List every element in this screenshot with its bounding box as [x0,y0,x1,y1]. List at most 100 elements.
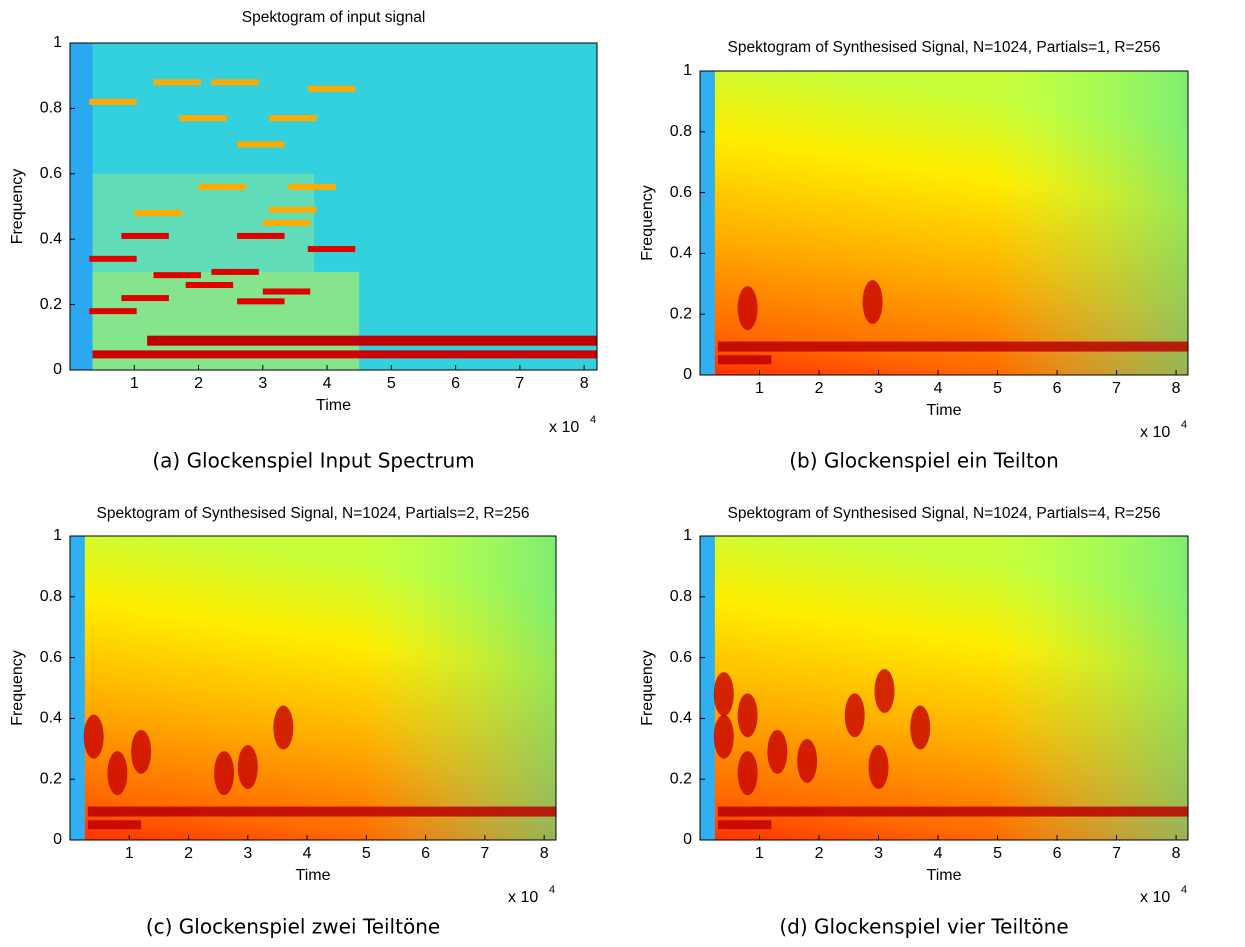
spectrogram-partial [211,79,259,86]
x-scale-exponent: 4 [590,414,596,426]
spectrogram-low [717,806,1188,817]
x-tick-label: 1 [755,845,764,862]
spectrogram-partial [288,183,336,190]
x-tick-label: 7 [480,845,489,862]
spectrogram-partial [269,115,317,122]
y-tick-label: 0.6 [40,649,62,666]
x-tick-label: 3 [258,375,267,392]
caption: (d) Glockenspiel vier Teiltöne [779,915,1068,939]
spectrogram-peak [737,286,758,331]
caption: (b) Glockenspiel ein Teilton [789,449,1059,473]
x-tick-label: 8 [1172,380,1181,397]
spectrogram-shade [700,536,1188,840]
spectrogram-partial [179,115,227,122]
x-tick-label: 1 [125,845,134,862]
x-tick-label: 3 [243,845,252,862]
chart-title: Spektogram of Synthesised Signal, N=1024… [97,505,530,522]
spectrogram-low [717,355,772,365]
spectrogram-partial [262,219,311,226]
spectrogram-peak [107,751,128,796]
x-tick-label: 6 [1053,845,1062,862]
spectrogram-partial [198,183,246,190]
y-tick-label: 1 [53,34,62,51]
spectrogram-partial [307,246,356,253]
x-tick-label: 2 [815,380,824,397]
y-tick-label: 0.6 [40,165,62,182]
y-tick-label: 0.4 [670,245,692,262]
chart-title: Spektogram of Synthesised Signal, N=1024… [728,39,1161,56]
spectrogram-partial [121,295,169,302]
y-tick-label: 0.2 [40,296,62,313]
spectrogram-peak [737,693,758,738]
spectrogram-partial [269,206,317,213]
y-tick-label: 0.4 [40,710,62,727]
x-scale-label: x 10 [1140,424,1170,441]
x-tick-label: 8 [540,845,549,862]
y-tick-label: 0.6 [670,649,692,666]
x-tick-label: 6 [451,375,460,392]
x-axis-label: Time [927,867,962,884]
y-tick-label: 1 [683,62,692,79]
spectrogram-strip [70,43,93,370]
spectrogram-low [717,820,772,830]
y-tick-label: 1 [53,527,62,544]
spectrogram-partial [89,98,137,105]
spectrogram-low [87,806,556,817]
x-tick-label: 4 [934,845,943,862]
spectrogram-peak [868,745,889,790]
x-tick-label: 3 [874,380,883,397]
spectrogram-partial [89,308,137,315]
spectrogram-partial [237,141,285,148]
x-tick-label: 7 [1112,845,1121,862]
spectrogram-peak [214,751,235,796]
spectrogram-partial [153,272,201,279]
spectrogram-peak [797,738,818,783]
x-tick-label: 5 [993,380,1002,397]
y-axis-label: Frequency [9,650,26,726]
spectrogram-partial [185,281,234,288]
y-tick-label: 0.8 [40,100,62,117]
x-axis-label: Time [296,867,331,884]
spectrogram-partial [121,232,169,239]
y-axis-label: Frequency [9,169,26,245]
spectrogram-peak [273,705,294,750]
x-tick-label: 6 [1053,380,1062,397]
spectrogram-peak [713,714,734,759]
x-scale-label: x 10 [1140,889,1170,906]
y-tick-label: 0.6 [670,184,692,201]
y-tick-label: 0 [683,831,692,848]
spectrogram-low [717,341,1188,352]
spectrogram-low [87,820,142,830]
spectrogram-partial [262,288,311,295]
y-tick-label: 0.4 [40,230,62,247]
x-tick-label: 8 [580,375,589,392]
spectrogram-peak [131,729,152,774]
plot-frame [69,42,598,371]
x-tick-label: 4 [303,845,312,862]
y-tick-label: 1 [683,527,692,544]
y-tick-label: 0.2 [670,305,692,322]
x-scale-exponent: 4 [1181,419,1187,431]
x-scale-label: x 10 [549,419,579,436]
y-axis-label: Frequency [639,650,656,726]
spectrogram-low [147,335,597,346]
spectrogram-partial [307,85,356,92]
x-scale-exponent: 4 [549,884,555,896]
spectrogram-strip [700,71,715,375]
x-scale-exponent: 4 [1181,884,1187,896]
plot-frame [699,535,1189,841]
x-tick-label: 5 [362,845,371,862]
spectrogram-partial [89,255,137,262]
x-axis-label: Time [927,402,962,419]
x-tick-label: 3 [874,845,883,862]
x-tick-label: 4 [934,380,943,397]
caption: (a) Glockenspiel Input Spectrum [152,449,474,473]
x-tick-label: 2 [815,845,824,862]
spectrogram-peak [737,751,758,796]
y-tick-label: 0.2 [670,770,692,787]
chart-title: Spektogram of Synthesised Signal, N=1024… [728,505,1161,522]
x-tick-label: 1 [755,380,764,397]
spectrogram-peak [844,693,865,738]
